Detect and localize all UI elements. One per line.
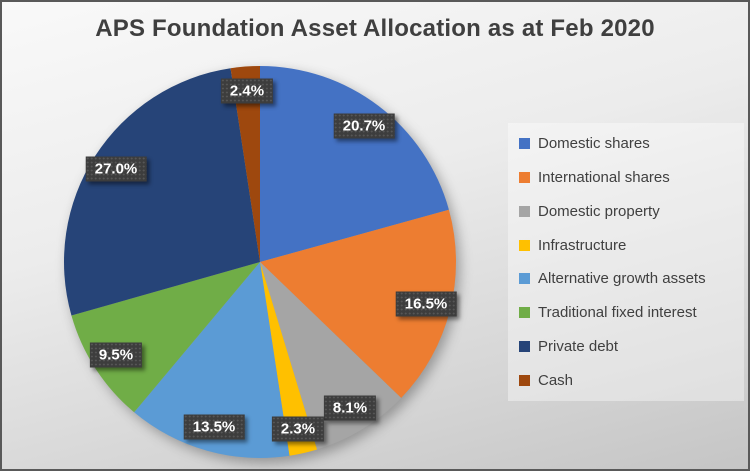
data-label-private-debt: 27.0% [85, 156, 147, 182]
legend-item-cash[interactable]: Cash [519, 372, 744, 389]
legend-item-alternative-growth-assets[interactable]: Alternative growth assets [519, 270, 744, 287]
legend-swatch-domestic-property [519, 205, 530, 217]
legend-swatch-domestic-shares [519, 138, 530, 150]
pie-slice-private-debt[interactable] [63, 68, 260, 316]
legend-label: International shares [538, 169, 670, 187]
legend-item-international-shares[interactable]: International shares [519, 169, 744, 186]
legend-label: Domestic property [538, 202, 660, 220]
legend-label: Private debt [538, 337, 619, 355]
legend-item-infrastructure[interactable]: Infrastructure [519, 237, 744, 254]
legend-item-private-debt[interactable]: Private debt [519, 338, 744, 355]
pie-slice-cash[interactable] [230, 66, 260, 262]
pie-slice-traditional-fixed-interest[interactable] [71, 262, 260, 413]
data-label-traditional-fixed-interest: 9.5% [89, 342, 143, 368]
legend-item-traditional-fixed-interest[interactable]: Traditional fixed interest [519, 304, 744, 321]
legend-label: Domestic shares [538, 135, 650, 153]
pie-slice-infrastructure[interactable] [260, 262, 318, 456]
legend-label: Alternative growth assets [538, 270, 706, 288]
legend-swatch-international-shares [519, 172, 530, 184]
legend-label: Traditional fixed interest [538, 304, 697, 322]
legend-item-domestic-shares[interactable]: Domestic shares [519, 135, 744, 152]
legend-label: Infrastructure [538, 236, 627, 254]
data-label-international-shares: 16.5% [395, 291, 457, 317]
pie-slice-domestic-shares[interactable] [260, 66, 449, 262]
legend-label: Cash [538, 371, 574, 389]
data-label-domestic-shares: 20.7% [333, 113, 395, 139]
pie-slice-group [63, 66, 457, 459]
chart-title: APS Foundation Asset Allocation as at Fe… [95, 15, 655, 42]
legend-item-domestic-property[interactable]: Domestic property [519, 203, 744, 220]
data-label-domestic-property: 8.1% [323, 395, 377, 421]
legend-swatch-alternative-growth-assets [519, 273, 530, 285]
data-label-cash: 2.4% [220, 78, 274, 104]
legend-swatch-traditional-fixed-interest [519, 307, 530, 319]
data-label-infrastructure: 2.3% [271, 416, 325, 442]
legend-swatch-private-debt [519, 340, 530, 352]
legend-swatch-infrastructure [519, 239, 530, 251]
data-label-alternative-growth-assets: 13.5% [183, 414, 245, 440]
pie-slice-international-shares[interactable] [260, 209, 457, 398]
pie-slice-alternative-growth-assets[interactable] [134, 262, 290, 459]
legend: Domestic shares International shares Domes… [508, 123, 744, 401]
legend-swatch-cash [519, 374, 530, 386]
